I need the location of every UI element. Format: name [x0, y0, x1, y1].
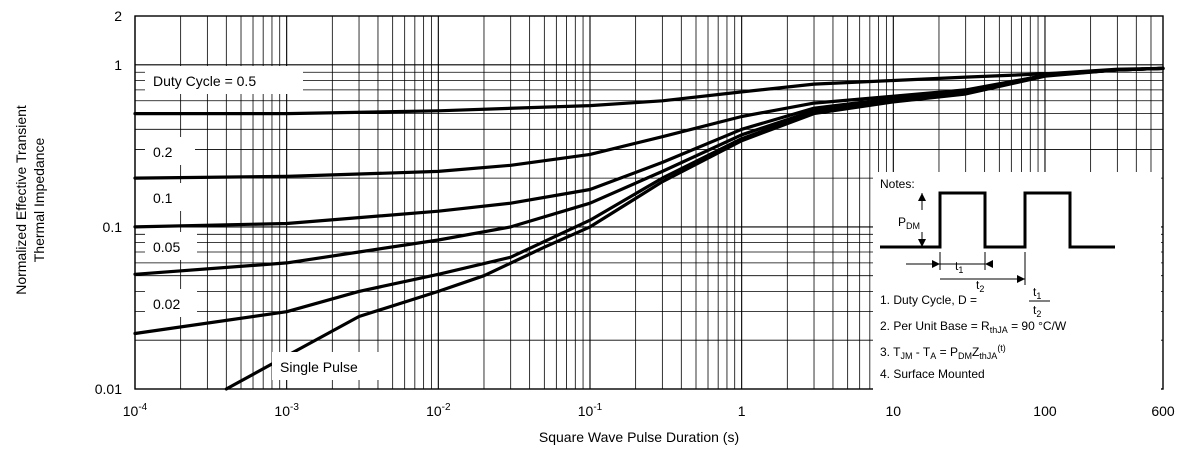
- series-label: 0.05: [153, 239, 180, 255]
- series-line-5: [224, 66, 1165, 391]
- x-tick-label: 10-3: [274, 402, 299, 419]
- series-labels: Duty Cycle = 0.5 0.2 0.1 0.05 0.02 Single Pul…: [145, 66, 392, 380]
- x-tick-label: 100: [1033, 403, 1057, 419]
- note-duty-cycle: 1. Duty Cycle, D =: [880, 293, 977, 307]
- note-surface-mounted: 4. Surface Mounted: [880, 367, 985, 381]
- plot-frame: [134, 15, 1164, 390]
- x-tick-label: 10-2: [426, 402, 451, 419]
- series-label-bg: [145, 289, 197, 317]
- series-label: 0.2: [153, 144, 173, 160]
- y-axis-label-line: Thermal Impedance: [31, 138, 47, 263]
- y-axis-label-line: Normalized Effective Transient: [13, 105, 29, 295]
- series-label: 0.02: [153, 296, 180, 312]
- pdm-arrow-up: [918, 193, 926, 201]
- x-tick-label: 10-4: [123, 402, 148, 419]
- y-tick-label: 0.1: [103, 219, 123, 235]
- series-label-bg: [145, 183, 195, 211]
- data-series: [133, 66, 1165, 391]
- series-label-bg: [145, 232, 197, 260]
- series-label-bg: [272, 352, 392, 380]
- y-tick-label: 0.01: [95, 381, 122, 397]
- pulse-waveform: [880, 191, 1115, 249]
- duty-fraction-denominator: t2: [1033, 303, 1041, 319]
- series-label-bg: [145, 137, 195, 165]
- x-tick-label: 10-1: [578, 402, 603, 419]
- y-tick-label: 1: [114, 57, 122, 73]
- series-label-bg: [145, 66, 303, 94]
- y-tick-label: 2: [114, 8, 122, 24]
- notes-box: Notes: PDM t1 t2 1. Duty Cycle, D = t1: [873, 172, 1161, 392]
- t2-label: t2: [976, 278, 984, 294]
- series-label: Single Pulse: [280, 359, 358, 375]
- x-tick-label: 1: [738, 403, 746, 419]
- x-axis-label: Square Wave Pulse Duration (s): [539, 429, 739, 445]
- pdm-arrow-down: [918, 239, 926, 247]
- pdm-label: PDM: [898, 215, 920, 231]
- x-tick-label: 10: [886, 403, 902, 419]
- notes-heading: Notes:: [880, 177, 915, 191]
- x-tick-label: 600: [1151, 403, 1175, 419]
- note-per-unit-base: 2. Per Unit Base = RthJA = 90 °C/W: [880, 319, 1067, 335]
- duty-fraction-numerator: t1: [1033, 285, 1041, 301]
- axes: 10-4 10-3 10-2 10-1 1 10 100 600 0.01 0.1 1 2 Square…: [13, 8, 1175, 445]
- series-label: 0.1: [153, 190, 173, 206]
- note-junction-equation: 3. TJM - TA = PDMZthJA(t): [880, 343, 1006, 361]
- series-label: Duty Cycle = 0.5: [153, 73, 256, 89]
- t1-label: t1: [955, 259, 963, 275]
